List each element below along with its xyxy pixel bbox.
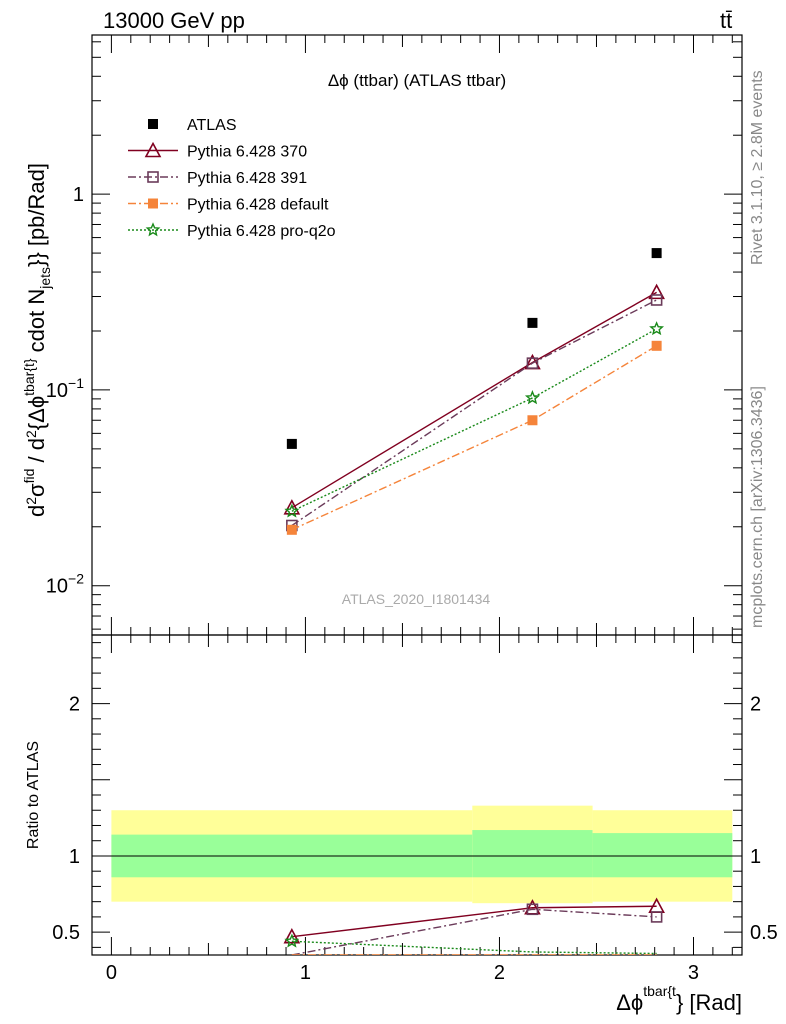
series-point-1 [650, 294, 663, 306]
analysis-watermark: ATLAS_2020_I1801434 [342, 591, 491, 607]
main-y-tick-label: 10−2 [46, 571, 84, 598]
x-axis-label: Δϕtbar{t} [Rad] [616, 983, 742, 1015]
data-point [527, 317, 538, 328]
energy-label: 13000 GeV pp [103, 8, 245, 33]
ratio-line-3 [291, 940, 657, 955]
ratio-point-0 [283, 928, 301, 944]
legend-label-1: Pythia 6.428 370 [187, 144, 307, 161]
legend-label-3: Pythia 6.428 default [187, 197, 329, 214]
data-point [286, 438, 297, 449]
main-y-tick-label: 1 [73, 184, 84, 206]
ratio-band-green-1 [472, 830, 593, 878]
ratio-band-green-2 [592, 833, 733, 878]
series-point-3 [649, 321, 665, 336]
legend-marker-1 [144, 141, 162, 158]
series-line-1 [291, 299, 657, 527]
ratio-line-1 [291, 908, 657, 955]
ratio-point-3 [284, 933, 300, 948]
ratio-y-tick-label-right: 0.5 [750, 922, 778, 944]
legend-marker-2 [147, 171, 159, 183]
main-y-tick-label: 10−1 [46, 375, 84, 402]
ratio-y-tick-label: 0.5 [52, 922, 80, 944]
rivet-label: Rivet 3.1.10, ≥ 2.8M events [749, 70, 766, 265]
x-axis-label-tail: } [Rad] [676, 990, 742, 1015]
ratio-y-axis-label: Ratio to ATLAS [25, 741, 42, 849]
ratio-y-tick-label-right: 1 [750, 846, 761, 868]
ratio-point-1 [650, 911, 663, 923]
legend-marker-3 [148, 198, 158, 209]
legend-marker-4 [145, 222, 161, 237]
ratio-series-layer [283, 897, 665, 955]
series-point-3 [524, 390, 540, 405]
process-label: tt̄ [720, 8, 732, 33]
ratio-y-tick-label-right: 2 [750, 694, 761, 716]
legend: ATLAS Pythia 6.428 370 Pythia 6.428 391 Pyt… [128, 117, 336, 240]
x-axis-label-sup: tbar{t [643, 983, 676, 999]
series-point-2 [527, 415, 538, 426]
x-tick-label: 2 [494, 962, 505, 984]
series-point-1 [526, 357, 539, 369]
main-y-axis-label-text: d2σfid / d2{Δϕtbar{t} cdot Njets}} [pb/R… [21, 163, 53, 517]
legend-label-4: Pythia 6.428 pro-q2o [187, 223, 336, 240]
main-series-layer [283, 248, 665, 535]
ratio-uncertainty-bands [111, 805, 733, 904]
x-axis-label-main: Δϕ [616, 990, 643, 1015]
series-point-0 [648, 283, 665, 300]
x-tick-label: 0 [106, 962, 117, 984]
ratio-line-0 [291, 905, 657, 938]
legend-label-2: Pythia 6.428 391 [187, 170, 307, 187]
ratio-y-tick-label: 2 [69, 694, 80, 716]
main-y-axis: 10−2 10−1 1 [46, 41, 742, 630]
x-tick-label: 1 [300, 962, 311, 984]
series-line-2 [291, 345, 657, 531]
data-point [651, 248, 662, 259]
chart-title: Δϕ (ttbar) (ATLAS ttbar) [328, 71, 506, 90]
legend-marker-0 [148, 119, 158, 129]
mcplots-label: mcplots.cern.ch [arXiv:1306.3436] [749, 386, 766, 628]
series-line-3 [291, 328, 657, 512]
series-point-2 [286, 524, 297, 535]
ratio-point-1 [526, 903, 539, 916]
ratio-y-tick-label: 1 [69, 846, 80, 868]
series-point-3 [284, 503, 300, 518]
series-line-0 [291, 291, 657, 509]
x-tick-label: 3 [688, 962, 699, 984]
main-y-axis-label: d2σfid / d2{Δϕtbar{t} cdot Njets}} [pb/R… [21, 163, 53, 517]
legend-label-0: ATLAS [187, 117, 237, 134]
series-point-2 [651, 340, 662, 351]
